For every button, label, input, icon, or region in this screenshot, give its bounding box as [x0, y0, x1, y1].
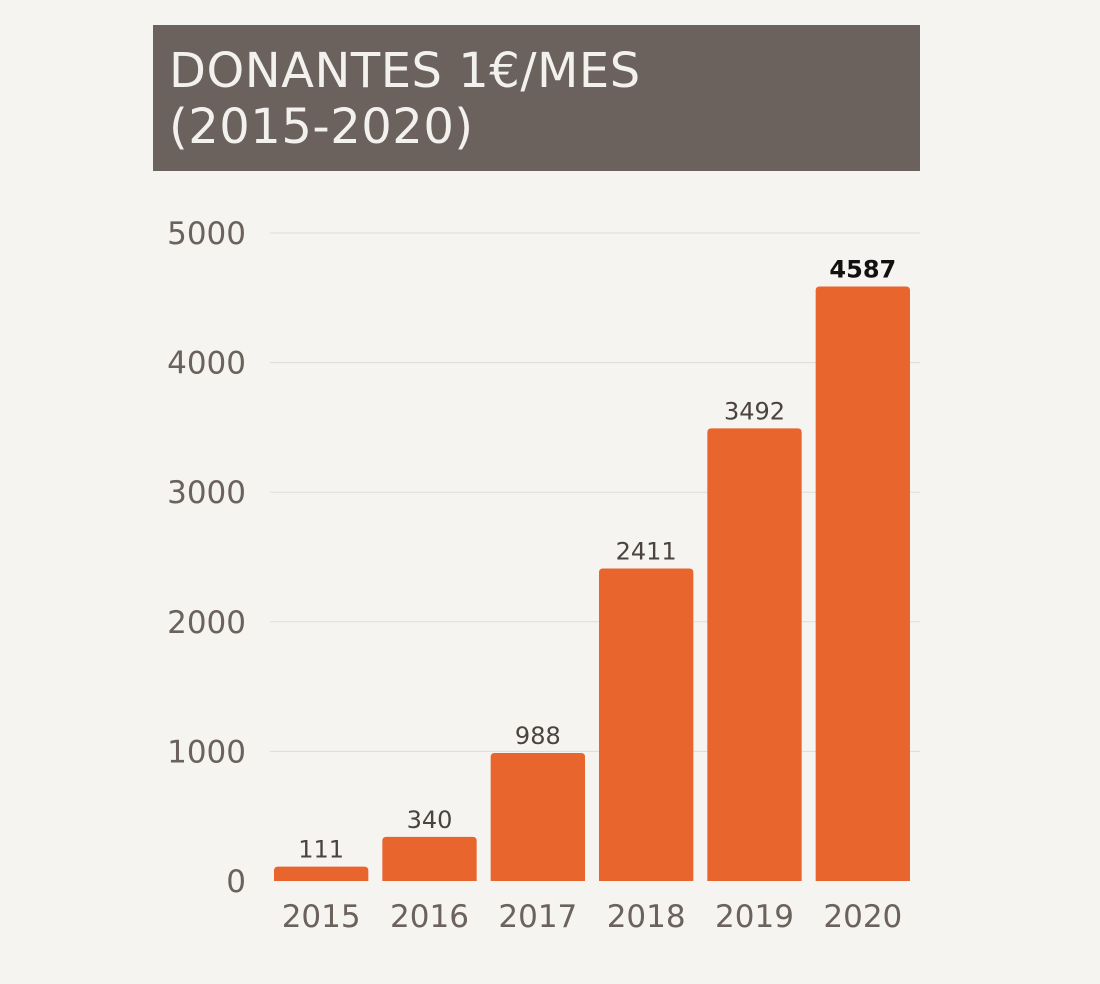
x-tick-label: 2015 [282, 899, 361, 935]
x-tick-label: 2016 [390, 899, 469, 935]
data-labels: 111 340 988 2411 3492 4587 [298, 256, 896, 864]
bar-2017 [490, 752, 585, 881]
y-tick-label: 3000 [167, 475, 246, 511]
data-label: 111 [298, 836, 344, 864]
x-tick-label: 2018 [607, 899, 686, 935]
y-tick-label: 1000 [167, 734, 246, 770]
y-axis-ticks: 0 1000 2000 3000 4000 5000 [167, 216, 246, 900]
data-label: 2411 [616, 538, 677, 566]
x-tick-label: 2019 [715, 899, 794, 935]
x-tick-label: 2017 [498, 899, 577, 935]
y-tick-label: 0 [226, 864, 246, 900]
data-label: 340 [407, 806, 453, 834]
x-axis-ticks: 2015 2016 2017 2018 2019 2020 [282, 899, 903, 935]
bar-2016 [382, 836, 477, 881]
chart-title-line-2: (2015-2020) [169, 99, 474, 155]
bar-2015 [274, 866, 369, 881]
bars [274, 286, 910, 882]
bar-2018 [599, 568, 694, 881]
data-label: 988 [515, 722, 561, 750]
y-tick-label: 2000 [167, 605, 246, 641]
y-tick-label: 4000 [167, 346, 246, 382]
bar-2019 [707, 428, 802, 881]
data-label: 4587 [829, 256, 896, 284]
x-tick-label: 2020 [823, 899, 902, 935]
y-tick-label: 5000 [167, 216, 246, 252]
data-label: 3492 [724, 397, 785, 425]
chart-title-line-1: DONANTES 1€/MES [169, 43, 641, 99]
bar-2020 [815, 286, 910, 882]
chart-title-banner: DONANTES 1€/MES (2015-2020) [153, 25, 920, 171]
gridlines [270, 232, 920, 752]
